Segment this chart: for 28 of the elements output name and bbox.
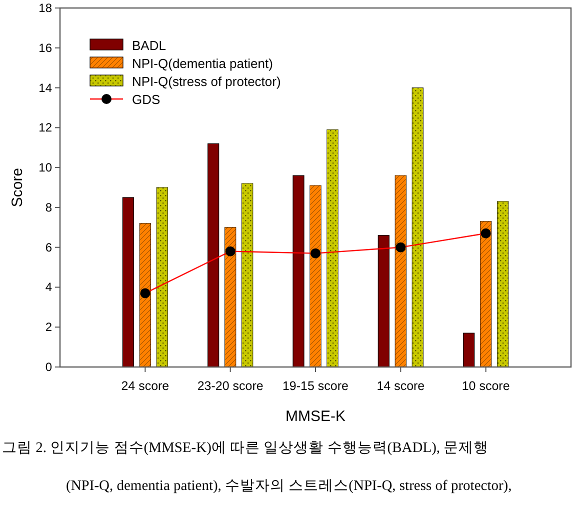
y-tick-label: 2 (45, 320, 52, 334)
y-tick-label: 8 (45, 200, 52, 214)
y-tick-label: 16 (38, 40, 52, 55)
x-tick-label: 23-20 score (197, 379, 264, 393)
y-tick-label: 14 (38, 80, 52, 95)
bar (463, 332, 475, 368)
legend-label: NPI-Q(stress of protector) (132, 74, 281, 89)
x-tick-label: 10 score (462, 379, 510, 393)
bar (122, 197, 134, 368)
y-tick-label: 18 (38, 1, 52, 15)
legend-label: BADL (132, 38, 166, 53)
y-axis-title: Score (9, 168, 26, 208)
y-tick-label: 4 (45, 280, 52, 294)
bar (378, 235, 390, 368)
x-axis-title: MMSE-K (286, 408, 346, 425)
x-tick-label: 14 score (376, 379, 425, 393)
x-tick-label: 24 score (121, 379, 170, 393)
y-tick-label: 10 (38, 160, 52, 175)
x-tick-label: 19-15 score (282, 379, 349, 393)
caption: 그림 2. 인지기능 점수(MMSE-K)에 따른 일상생활 수행능력(BADL), 문제행 (2, 440, 489, 456)
legend-label: GDS (132, 92, 160, 107)
bar (208, 143, 220, 368)
y-tick-label: 6 (45, 240, 52, 254)
legend-label: NPI-Q(dementia patient) (132, 56, 273, 71)
bar (292, 175, 304, 368)
text: (NPI-Q, dementia patient), 수발자의 스트레스(NPI-Q, stress of protector), (66, 478, 512, 494)
y-tick-label: 12 (38, 120, 52, 135)
y-tick-label: 0 (45, 360, 52, 374)
